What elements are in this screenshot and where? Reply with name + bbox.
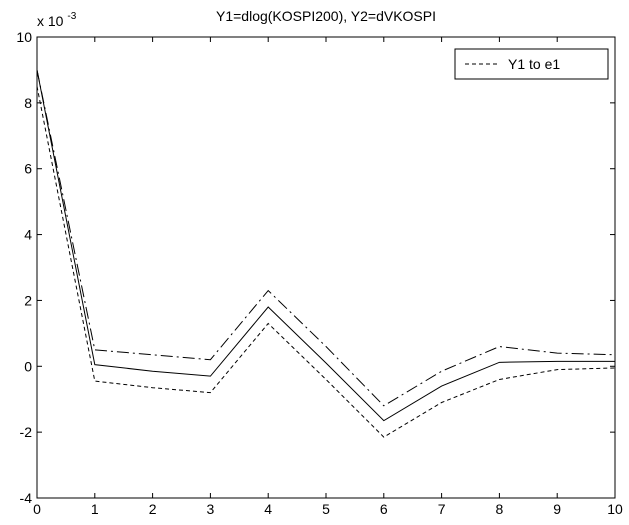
chart-title: Y1=dlog(KOSPI200), Y2=dVKOSPI [216,8,436,24]
x-tick-label: 8 [496,501,504,517]
x-tick-label: 2 [149,501,157,517]
x-tick-label: 1 [91,501,99,517]
y-tick-label: -2 [20,424,33,440]
plot-area [36,36,616,499]
x-tick-label: 4 [264,501,272,517]
legend-label: Y1 to e1 [508,56,560,72]
y-tick-label: -4 [20,490,33,506]
x-tick-label: 6 [380,501,388,517]
y-scale-exponent: -3 [67,11,76,22]
lines-layer [36,69,616,438]
y-tick-label: 10 [16,29,32,45]
x-tick-label: 5 [322,501,330,517]
series-line-dash-dot [36,69,616,407]
x-tick-label: 10 [607,501,623,517]
ticks-layer: 0 1 2 3 4 5 6 7 8 9 10 -4 -2 0 2 4 6 8 10 [16,29,623,517]
y-tick-label: 4 [24,227,32,243]
series-line-solid [36,69,615,422]
y-scale-base: x 10 [37,13,64,29]
y-scale-label: x 10 -3 [37,11,77,29]
y-tick-label: 0 [24,358,32,374]
x-tick-label: 3 [207,501,215,517]
legend: Y1 to e1 [454,48,609,80]
x-tick-label: 7 [438,501,446,517]
x-tick-label: 0 [33,501,41,517]
y-tick-label: 2 [24,292,32,308]
y-tick-label: 8 [24,95,32,111]
series-line-dashed [36,86,616,438]
x-tick-label: 9 [553,501,561,517]
y-tick-label: 6 [24,161,32,177]
